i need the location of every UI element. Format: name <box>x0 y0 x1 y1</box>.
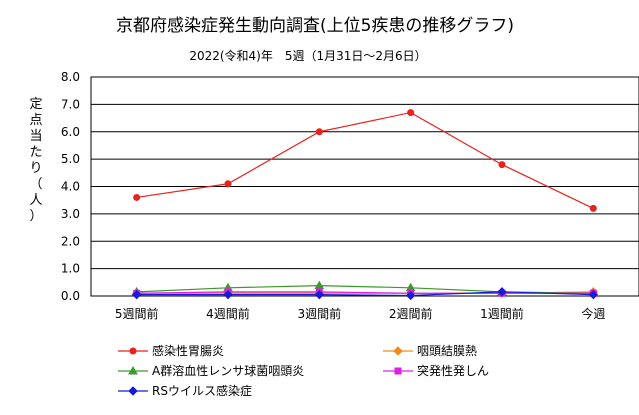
data-point <box>224 180 232 188</box>
data-point <box>497 287 507 297</box>
legend-label: A群溶血性レンサ球菌咽頭炎 <box>152 363 304 378</box>
data-point <box>133 193 141 201</box>
y-tick-label: 0.0 <box>61 289 80 303</box>
series-diamond <box>131 287 599 301</box>
chart-subtitle: 2022(令和4)年 5週（1月31日～2月6日） <box>189 48 426 63</box>
series-circle <box>133 109 597 212</box>
series-group <box>131 109 599 301</box>
y-axis-label-char: た <box>29 145 42 160</box>
grid <box>91 103 639 270</box>
y-axis-label-char: り <box>29 161 42 176</box>
x-axis: 5週間前 4週間前 3週間前 2週間前 1週間前 今週 <box>115 306 605 321</box>
legend-marker <box>393 346 403 356</box>
legend-label: 突発性発しん <box>417 363 489 378</box>
y-tick-label: 5.0 <box>61 152 80 166</box>
legend-label: 咽頭結膜熱 <box>417 344 477 358</box>
legend-item: A群溶血性レンサ球菌咽頭炎 <box>118 363 304 378</box>
data-point <box>223 289 233 300</box>
series-line <box>136 111 594 209</box>
y-axis-label-char: （ <box>29 177 42 192</box>
y-axis-label-char: 点 <box>29 113 42 128</box>
y-axis-label-char: 当 <box>29 129 42 144</box>
x-tick-label: 3週間前 <box>298 306 342 321</box>
y-axis-label-char: 人 <box>29 193 42 208</box>
y-tick-label: 6.0 <box>61 125 80 139</box>
data-point <box>588 289 599 300</box>
legend-item: RSウイルス感染症 <box>118 383 252 398</box>
y-tick-label: 1.0 <box>61 262 80 276</box>
x-tick-label: 5週間前 <box>115 306 159 321</box>
x-tick-label: 4週間前 <box>206 306 250 321</box>
y-tick-label: 8.0 <box>61 70 80 84</box>
y-axis-label-char: ） <box>29 209 42 224</box>
data-point <box>405 290 416 301</box>
legend-marker <box>129 347 137 355</box>
legend-label: RSウイルス感染症 <box>152 383 252 398</box>
chart-title: 京都府感染症発生動向調査(上位5疾患の推移グラフ) <box>116 16 514 36</box>
legend-label: 感染性胃腸炎 <box>152 343 224 358</box>
data-point <box>131 289 142 300</box>
legend-marker <box>128 365 138 375</box>
data-point <box>589 204 597 212</box>
legend-marker <box>128 386 138 396</box>
data-point <box>407 109 415 117</box>
x-tick-label: 1週間前 <box>480 306 524 321</box>
plot-area <box>90 76 639 297</box>
y-tick-label: 4.0 <box>61 180 80 194</box>
y-axis: 0.0 1.0 2.0 3.0 4.0 5.0 6.0 7.0 8.0 <box>61 70 80 303</box>
data-point <box>315 128 323 136</box>
legend-marker <box>394 367 402 375</box>
legend-item: 突発性発しん <box>383 363 489 378</box>
series-line <box>136 291 594 297</box>
y-tick-label: 2.0 <box>61 234 80 248</box>
y-axis-label-char: 定 <box>29 97 42 112</box>
data-point <box>498 161 506 169</box>
data-point <box>314 289 325 300</box>
y-tick-label: 7.0 <box>61 97 80 111</box>
legend: 感染性胃腸炎 咽頭結膜熱 A群溶血性レンサ球菌咽頭炎 突発性発しん RSウイルス感染症 <box>118 343 489 398</box>
legend-item: 感染性胃腸炎 <box>118 343 224 358</box>
series-line <box>136 291 594 294</box>
x-tick-label: 2週間前 <box>389 306 433 321</box>
x-tick-label: 今週 <box>581 306 605 321</box>
legend-item: 咽頭結膜熱 <box>383 344 477 358</box>
y-tick-label: 3.0 <box>61 207 80 221</box>
